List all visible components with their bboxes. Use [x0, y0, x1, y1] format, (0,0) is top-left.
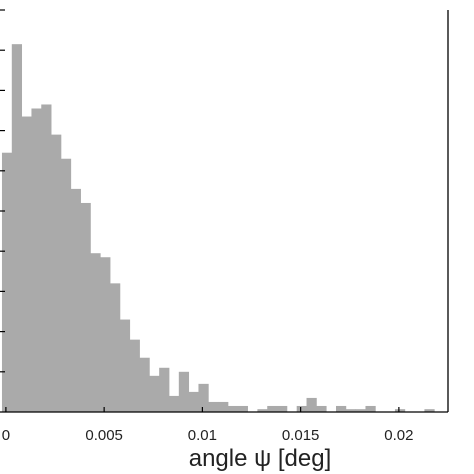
histogram-bar-18 [178, 371, 190, 412]
histogram-bar-15 [149, 375, 160, 412]
chart-axes [0, 9, 449, 413]
histogram-bars [1, 44, 435, 413]
histogram-bar-21 [208, 401, 219, 412]
x-tick-label-1: 0.005 [85, 427, 123, 444]
x-axis-title: angle ψ [deg] [189, 445, 332, 472]
histogram-bar-35 [394, 409, 406, 412]
histogram-bar-26 [267, 405, 278, 412]
histogram-bar-5 [51, 134, 62, 412]
histogram-bar-17 [168, 395, 180, 412]
histogram-bar-27 [277, 405, 288, 412]
histogram-bar-4 [41, 104, 52, 412]
x-tick-label-0: 0 [2, 427, 10, 444]
histogram-bar-20 [198, 383, 209, 412]
histogram-bar-33 [355, 409, 366, 412]
histogram-bar-34 [365, 405, 376, 412]
histogram-bar-32 [345, 409, 357, 412]
histogram-bar-13 [129, 339, 140, 412]
histogram-bar-28 [296, 405, 307, 412]
histogram-bar-1 [11, 44, 23, 413]
histogram-bar-8 [80, 202, 91, 412]
histogram-bar-7 [70, 188, 81, 412]
histogram-bar-23 [227, 405, 239, 412]
histogram-bar-16 [159, 367, 170, 412]
histogram-bar-36 [424, 409, 435, 412]
histogram-bar-22 [218, 401, 229, 412]
histogram-bar-11 [110, 283, 121, 412]
histogram-bar-24 [237, 405, 248, 412]
x-tick-label-3: 0.015 [282, 427, 320, 444]
tick-labels: 0 0.005 0.01 0.015 0.02 [2, 427, 414, 444]
histogram-bar-2 [21, 116, 32, 412]
histogram-bar-30 [316, 405, 327, 412]
histogram-bar-12 [119, 319, 131, 412]
x-tick-label-2: 0.01 [188, 427, 217, 444]
histogram-bar-0 [1, 152, 13, 412]
histogram-bar-10 [100, 257, 111, 412]
histogram-bar-31 [336, 405, 347, 412]
histogram-bar-3 [31, 108, 42, 413]
histogram-bar-9 [90, 253, 101, 412]
histogram-bar-25 [257, 409, 268, 412]
histogram-bar-19 [188, 391, 199, 412]
histogram-bar-6 [60, 158, 72, 412]
x-tick-label-4: 0.02 [384, 427, 413, 444]
histogram-bar-29 [306, 397, 317, 412]
histogram-bar-14 [139, 357, 150, 412]
